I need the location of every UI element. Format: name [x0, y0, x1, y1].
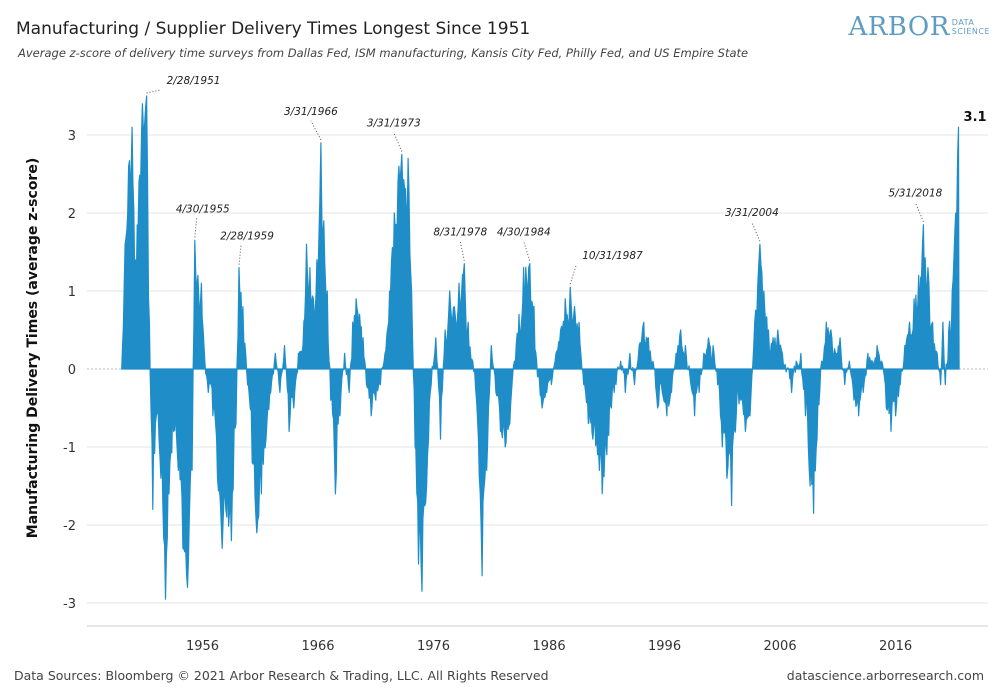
- y-axis-label: Manufacturing Delivery Times (average z-…: [25, 158, 41, 538]
- annotation-label: 4/30/1984: [497, 227, 551, 239]
- y-tick-label: -2: [63, 519, 76, 534]
- y-tick-label: -3: [63, 597, 76, 612]
- annotation-label: 2/28/1951: [167, 75, 221, 87]
- chart-title: Manufacturing / Supplier Delivery Times …: [16, 19, 531, 39]
- logo-subtext: DATA SCIENCE: [952, 18, 990, 36]
- annotation-label: 2/28/1959: [220, 231, 274, 243]
- x-tick-label: 1996: [648, 639, 681, 654]
- chart-subtitle: Average z-score of delivery time surveys…: [18, 46, 749, 60]
- website-link[interactable]: datascience.arborresearch.com: [786, 668, 984, 683]
- x-axis-ticks: 1956 1966 1976 1986 1996 2006 2016: [186, 639, 912, 654]
- annotation-leader: [569, 264, 577, 285]
- annotation-leader: [194, 218, 198, 238]
- data-sources: Data Sources: Bloomberg © 2021 Arbor Res…: [14, 668, 549, 683]
- x-tick-label: 1966: [301, 639, 334, 654]
- x-tick-label: 1976: [417, 639, 450, 654]
- x-tick-label: 2016: [879, 639, 912, 654]
- annotation-label: 10/31/1987: [582, 250, 643, 262]
- logo-wordmark: ARBOR: [848, 12, 950, 42]
- annotation-label: 3/31/2004: [725, 207, 779, 219]
- logo-sub-line-1: DATA: [951, 18, 975, 27]
- series-area: [121, 95, 960, 600]
- annotation-leader: [751, 222, 761, 242]
- annotations: 2/28/1951 4/30/1955 2/28/1959 3/31/1966 3/31…: [146, 75, 943, 285]
- annotation-leader: [393, 132, 403, 152]
- annotation-leader: [146, 89, 161, 94]
- end-value-label: 3.1: [964, 110, 987, 125]
- annotation-label: 4/30/1955: [176, 203, 230, 215]
- gridlines: [87, 134, 988, 627]
- annotation-leader: [523, 241, 531, 261]
- series-area-path: [121, 95, 960, 600]
- annotation-label: 3/31/1973: [367, 118, 421, 130]
- annotation-leader: [238, 245, 242, 265]
- x-tick-label: 2006: [764, 639, 797, 654]
- y-tick-label: 2: [68, 207, 76, 222]
- annotation-label: 3/31/1966: [284, 106, 338, 118]
- arbor-logo: ARBOR DATA SCIENCE: [848, 12, 990, 42]
- y-tick-label: -1: [63, 441, 76, 456]
- y-tick-label: 0: [68, 363, 76, 378]
- y-tick-label: 3: [68, 129, 76, 144]
- annotation-leader: [310, 120, 322, 141]
- x-tick-label: 1986: [533, 639, 566, 654]
- annotation-leader: [459, 241, 465, 261]
- y-tick-label: 1: [68, 285, 76, 300]
- annotation-label: 5/31/2018: [889, 188, 943, 200]
- annotation-label: 8/31/1978: [433, 227, 487, 239]
- logo-sub-line-2: SCIENCE: [951, 27, 990, 36]
- x-tick-label: 1956: [186, 639, 219, 654]
- y-axis-ticks: -3 -2 -1 0 1 2 3: [63, 129, 76, 612]
- annotation-leader: [914, 202, 924, 222]
